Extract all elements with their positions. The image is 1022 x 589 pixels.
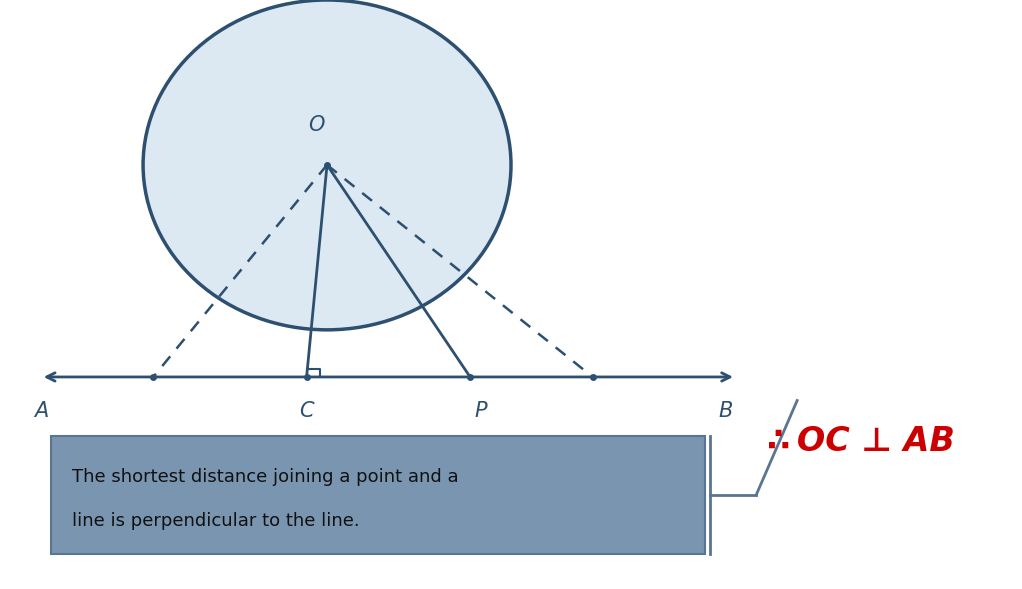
Text: A: A	[34, 401, 48, 421]
Text: line is perpendicular to the line.: line is perpendicular to the line.	[72, 512, 359, 530]
Text: C: C	[299, 401, 314, 421]
Text: P: P	[474, 401, 486, 421]
FancyBboxPatch shape	[51, 436, 705, 554]
Ellipse shape	[143, 0, 511, 330]
Text: The shortest distance joining a point and a: The shortest distance joining a point an…	[72, 468, 458, 486]
Text: B: B	[718, 401, 733, 421]
Text: ∴ OC ⊥ AB: ∴ OC ⊥ AB	[766, 425, 955, 458]
Text: O: O	[309, 115, 325, 135]
